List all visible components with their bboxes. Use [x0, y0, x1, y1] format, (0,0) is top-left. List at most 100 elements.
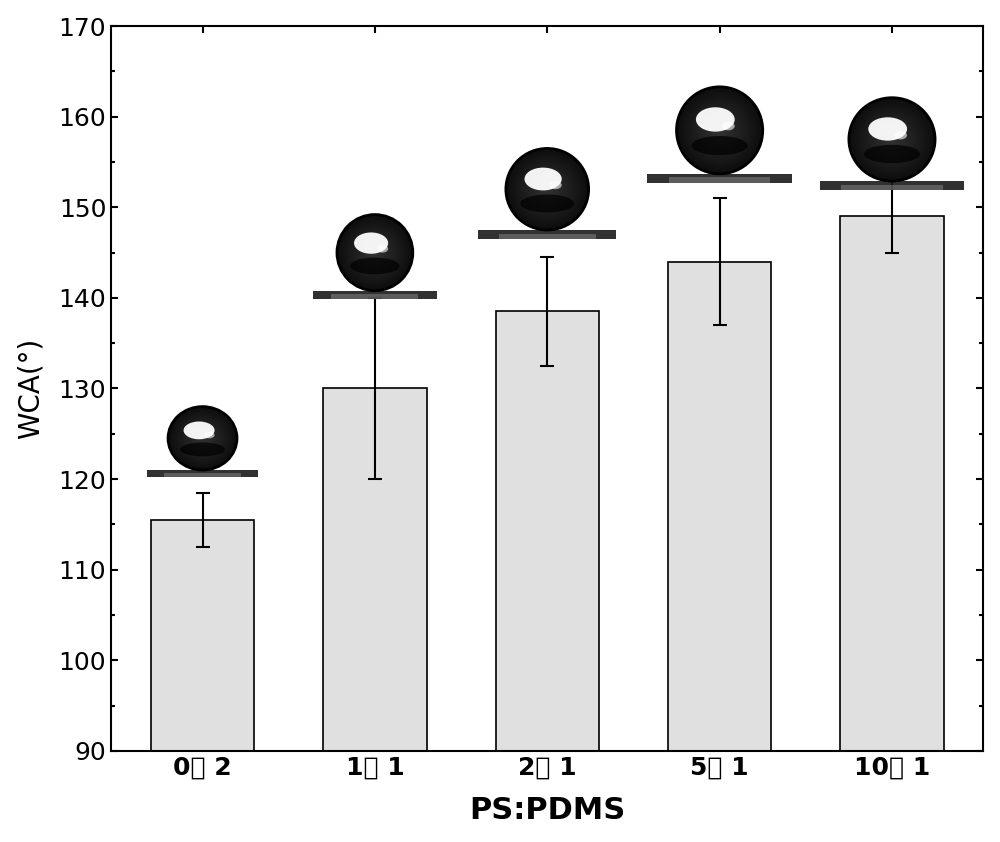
- Ellipse shape: [355, 232, 395, 273]
- Ellipse shape: [174, 413, 231, 464]
- Ellipse shape: [353, 231, 397, 274]
- Ellipse shape: [878, 126, 906, 152]
- Ellipse shape: [538, 179, 557, 199]
- Ellipse shape: [677, 87, 763, 173]
- Ellipse shape: [200, 435, 205, 441]
- Ellipse shape: [871, 120, 913, 159]
- Ellipse shape: [204, 432, 215, 439]
- Ellipse shape: [341, 219, 408, 286]
- Ellipse shape: [348, 226, 401, 280]
- Ellipse shape: [516, 158, 578, 220]
- Ellipse shape: [718, 129, 721, 132]
- Bar: [668, 262, 771, 751]
- Ellipse shape: [514, 157, 580, 221]
- Ellipse shape: [172, 410, 233, 466]
- Ellipse shape: [176, 414, 229, 462]
- Ellipse shape: [366, 243, 384, 262]
- Ellipse shape: [715, 125, 725, 136]
- Ellipse shape: [864, 112, 920, 167]
- Ellipse shape: [178, 416, 227, 461]
- Ellipse shape: [180, 442, 225, 456]
- Ellipse shape: [535, 177, 560, 201]
- Ellipse shape: [711, 121, 728, 139]
- Ellipse shape: [350, 227, 400, 278]
- Ellipse shape: [373, 251, 377, 254]
- Ellipse shape: [187, 424, 218, 452]
- Ellipse shape: [894, 131, 907, 140]
- Ellipse shape: [189, 425, 216, 451]
- Ellipse shape: [184, 421, 221, 456]
- Ellipse shape: [705, 115, 735, 146]
- Ellipse shape: [372, 250, 377, 255]
- Ellipse shape: [536, 179, 558, 200]
- Ellipse shape: [174, 412, 231, 465]
- Ellipse shape: [352, 229, 398, 276]
- Ellipse shape: [849, 98, 935, 181]
- Ellipse shape: [716, 126, 723, 134]
- Ellipse shape: [357, 235, 393, 270]
- Ellipse shape: [879, 127, 905, 152]
- Ellipse shape: [511, 153, 584, 225]
- Ellipse shape: [698, 109, 741, 152]
- Ellipse shape: [368, 246, 382, 259]
- Bar: [151, 520, 254, 751]
- Ellipse shape: [519, 162, 576, 217]
- Ellipse shape: [712, 123, 727, 137]
- Ellipse shape: [512, 155, 582, 224]
- Ellipse shape: [171, 409, 234, 467]
- Ellipse shape: [181, 418, 224, 458]
- Ellipse shape: [195, 431, 210, 445]
- Ellipse shape: [527, 169, 567, 209]
- Ellipse shape: [697, 108, 742, 152]
- Ellipse shape: [873, 121, 911, 157]
- Ellipse shape: [540, 183, 554, 196]
- Ellipse shape: [168, 407, 237, 470]
- Ellipse shape: [682, 93, 757, 168]
- Ellipse shape: [355, 233, 394, 272]
- Ellipse shape: [365, 242, 385, 263]
- Ellipse shape: [702, 112, 738, 148]
- Ellipse shape: [531, 173, 564, 205]
- Ellipse shape: [202, 438, 203, 439]
- Ellipse shape: [185, 423, 220, 454]
- Ellipse shape: [193, 430, 212, 447]
- Y-axis label: WCA(°): WCA(°): [17, 338, 45, 440]
- Ellipse shape: [863, 112, 921, 168]
- Ellipse shape: [362, 240, 388, 265]
- Ellipse shape: [706, 116, 733, 144]
- Ellipse shape: [175, 413, 230, 464]
- Ellipse shape: [860, 109, 924, 170]
- Ellipse shape: [877, 125, 907, 154]
- Ellipse shape: [891, 139, 893, 140]
- Ellipse shape: [518, 160, 577, 218]
- Ellipse shape: [886, 134, 898, 145]
- Ellipse shape: [365, 243, 384, 262]
- Ellipse shape: [709, 120, 730, 141]
- Ellipse shape: [508, 151, 587, 228]
- Ellipse shape: [190, 427, 215, 450]
- Ellipse shape: [717, 127, 722, 133]
- Ellipse shape: [860, 108, 924, 171]
- Ellipse shape: [882, 130, 902, 149]
- Ellipse shape: [523, 165, 571, 213]
- Ellipse shape: [186, 423, 219, 454]
- Ellipse shape: [343, 221, 407, 285]
- Ellipse shape: [194, 431, 211, 445]
- Ellipse shape: [188, 425, 217, 451]
- Ellipse shape: [521, 163, 573, 215]
- Ellipse shape: [852, 100, 932, 179]
- Ellipse shape: [708, 119, 731, 142]
- Ellipse shape: [531, 173, 563, 205]
- Ellipse shape: [687, 98, 752, 163]
- Ellipse shape: [688, 99, 751, 163]
- Ellipse shape: [855, 104, 929, 175]
- Ellipse shape: [714, 125, 725, 136]
- Ellipse shape: [851, 100, 933, 179]
- Ellipse shape: [346, 224, 403, 281]
- Ellipse shape: [515, 157, 580, 221]
- Ellipse shape: [884, 131, 900, 147]
- Ellipse shape: [530, 173, 564, 206]
- Ellipse shape: [185, 422, 220, 455]
- Ellipse shape: [524, 166, 571, 212]
- FancyBboxPatch shape: [669, 178, 770, 183]
